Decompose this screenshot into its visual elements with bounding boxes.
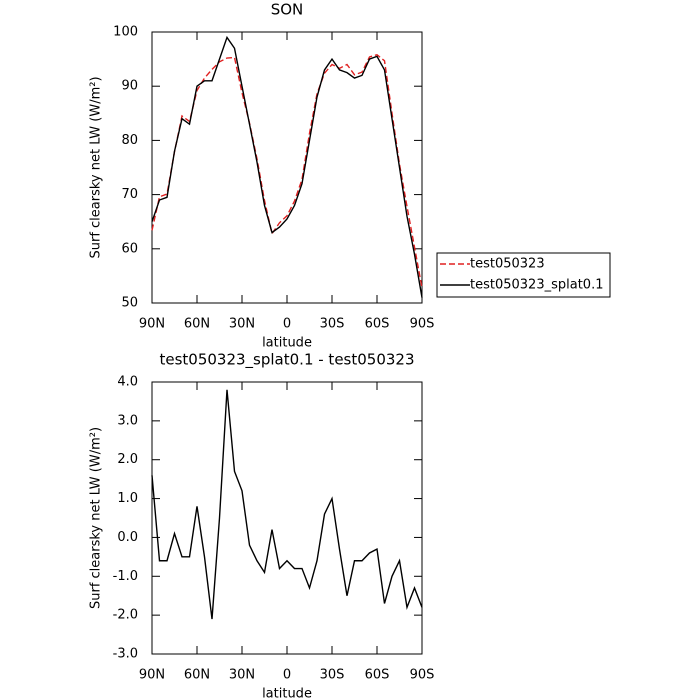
y-tick-label: 2.0 bbox=[117, 452, 138, 467]
x-axis-label: latitude bbox=[262, 687, 312, 700]
x-tick-label: 60S bbox=[365, 668, 390, 683]
x-tick-label: 90N bbox=[139, 317, 165, 332]
x-tick-label: 30N bbox=[229, 668, 255, 683]
x-tick-label: 60S bbox=[365, 317, 390, 332]
y-axis-label: Surf clearsky net LW (W/m²) bbox=[89, 76, 104, 258]
data-line bbox=[151, 35, 423, 298]
plot-frame bbox=[151, 381, 423, 655]
x-tick-label: 0 bbox=[283, 317, 291, 332]
x-tick-label: 0 bbox=[283, 668, 291, 683]
y-tick-label: 1.0 bbox=[117, 491, 138, 506]
x-tick-label: 90S bbox=[410, 668, 435, 683]
legend-label: test050323_splat0.1 bbox=[470, 278, 603, 293]
x-tick-label: 60N bbox=[184, 668, 210, 683]
x-tick-label: 30N bbox=[229, 317, 255, 332]
x-axis-label: latitude bbox=[262, 336, 312, 351]
y-tick-label: -3.0 bbox=[113, 647, 138, 662]
data-line bbox=[151, 389, 423, 620]
y-tick-label: 80 bbox=[121, 133, 138, 148]
x-tick-label: 30S bbox=[320, 317, 345, 332]
legend-label: test050323 bbox=[470, 257, 545, 272]
y-tick-label: 4.0 bbox=[117, 375, 138, 390]
y-tick-label: 90 bbox=[121, 79, 138, 94]
plot-frame bbox=[151, 31, 423, 304]
chart-title: SON bbox=[271, 1, 304, 19]
chart-title: test050323_splat0.1 - test050323 bbox=[159, 351, 414, 370]
data-line bbox=[151, 53, 423, 288]
y-axis-label: Surf clearsky net LW (W/m²) bbox=[89, 427, 104, 609]
y-tick-label: -1.0 bbox=[113, 569, 138, 584]
y-tick-label: 60 bbox=[121, 241, 138, 256]
y-tick-label: 100 bbox=[113, 25, 138, 40]
y-tick-label: 50 bbox=[121, 296, 138, 311]
x-tick-label: 90N bbox=[139, 668, 165, 683]
x-tick-label: 30S bbox=[320, 668, 345, 683]
y-tick-label: 3.0 bbox=[117, 413, 138, 428]
legend-box bbox=[436, 252, 611, 298]
y-tick-label: 70 bbox=[121, 187, 138, 202]
x-tick-label: 60N bbox=[184, 317, 210, 332]
x-tick-label: 90S bbox=[410, 317, 435, 332]
y-tick-label: -2.0 bbox=[113, 608, 138, 623]
y-tick-label: 0.0 bbox=[117, 530, 138, 545]
